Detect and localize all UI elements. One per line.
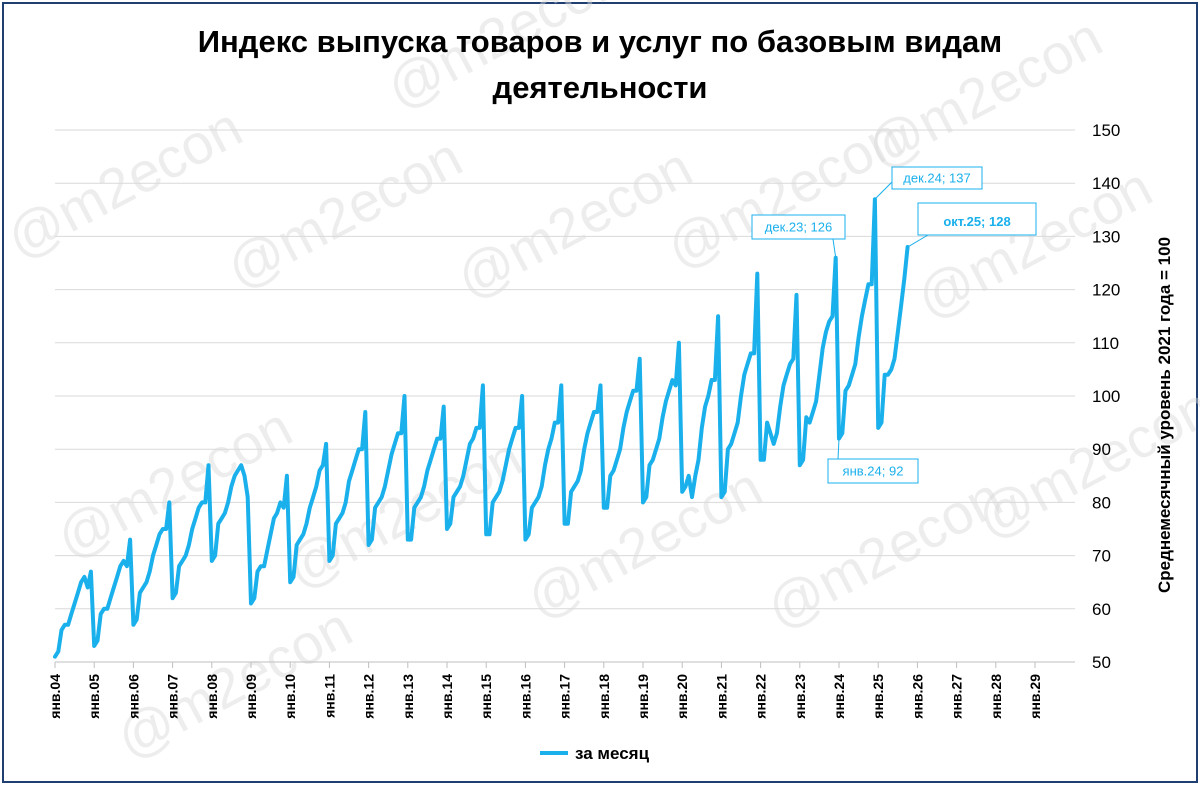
x-axis-ticks: янв.04 янв.05 янв.06 янв.07 янв.08 янв.09 янв.…: [47, 662, 1043, 719]
x-tick-label-0: янв.04: [47, 674, 63, 719]
x-tick-label-19: янв.23: [792, 674, 808, 719]
legend: за месяц: [540, 744, 650, 763]
x-tick-label-12: янв.16: [517, 674, 533, 719]
y-tick-140: 140: [1092, 174, 1120, 193]
x-tick-label-10: янв.14: [439, 674, 455, 719]
x-tick-label-8: янв.12: [361, 674, 377, 719]
x-tick-label-3: янв.07: [165, 674, 181, 719]
x-tick-label-15: янв.19: [635, 674, 651, 719]
annotation-box-1: [891, 166, 983, 190]
x-tick-label-24: янв.28: [988, 674, 1004, 719]
annotation-box-0: [751, 214, 846, 240]
x-tick-label-20: янв.24: [831, 674, 847, 719]
watermark-0: @m2econ: [0, 95, 252, 271]
annotation-box-3: [917, 202, 1037, 236]
chart-title-line-2: деятельности: [493, 70, 708, 105]
x-tick-label-22: янв.26: [909, 674, 925, 719]
legend-label: за месяц: [575, 744, 650, 763]
annotation-leader-3: [907, 234, 929, 248]
x-tick-label-13: янв.17: [557, 674, 573, 719]
annotation-leader-0: [832, 238, 837, 258]
watermark-1: @m2econ: [216, 125, 472, 301]
x-tick-label-1: янв.05: [86, 674, 102, 719]
y-tick-80: 80: [1092, 493, 1111, 512]
y-axis-label: Среднемесячный уровень 2021 года = 100: [1155, 237, 1174, 593]
annotation-label-1: дек.24; 137: [903, 171, 971, 186]
x-tick-label-7: янв.11: [321, 674, 337, 718]
x-tick-label-16: янв.20: [674, 674, 690, 719]
x-tick-label-18: янв.22: [753, 674, 769, 719]
x-tick-label-6: янв.10: [282, 674, 298, 719]
y-tick-60: 60: [1092, 600, 1111, 619]
series-layer: [53, 197, 910, 659]
annotation-label-3: окт.25; 128: [943, 214, 1010, 229]
y-tick-150: 150: [1092, 121, 1120, 140]
chart-title-line-1: Индекс выпуска товаров и услуг по базовы…: [198, 24, 1002, 59]
y-axis-ticks: 50 60 70 80 90 100 110 120 130 140 150: [1092, 121, 1120, 672]
annotation-leader-2: [837, 438, 840, 460]
x-tick-label-2: янв.06: [125, 674, 141, 719]
x-tick-label-25: янв.29: [1027, 674, 1043, 719]
annotation-box-2: [827, 458, 919, 484]
x-tick-label-11: янв.15: [478, 674, 494, 719]
y-tick-120: 120: [1092, 281, 1120, 300]
x-tick-label-14: янв.18: [596, 674, 612, 719]
y-tick-110: 110: [1092, 334, 1119, 353]
x-tick-label-23: янв.27: [949, 674, 965, 719]
y-tick-90: 90: [1092, 440, 1111, 459]
annotations-layer: дек.23; 126 дек.24; 137 янв.24; 92 окт.25; …: [751, 166, 1037, 484]
x-tick-label-17: янв.21: [713, 674, 729, 719]
annotation-leader-1: [874, 181, 893, 200]
y-tick-100: 100: [1092, 387, 1120, 406]
x-tick-label-5: янв.09: [243, 674, 259, 719]
annotation-label-2: янв.24; 92: [843, 464, 904, 479]
y-tick-130: 130: [1092, 227, 1120, 246]
y-tick-70: 70: [1092, 547, 1111, 566]
x-tick-label-4: янв.08: [204, 674, 220, 719]
y-tick-50: 50: [1092, 653, 1111, 672]
x-tick-label-21: янв.25: [870, 674, 886, 719]
series-line-0: [53, 197, 910, 659]
watermark-5: @m2econ: [46, 395, 302, 571]
annotation-label-0: дек.23; 126: [765, 220, 833, 235]
x-tick-label-9: янв.13: [400, 674, 416, 719]
